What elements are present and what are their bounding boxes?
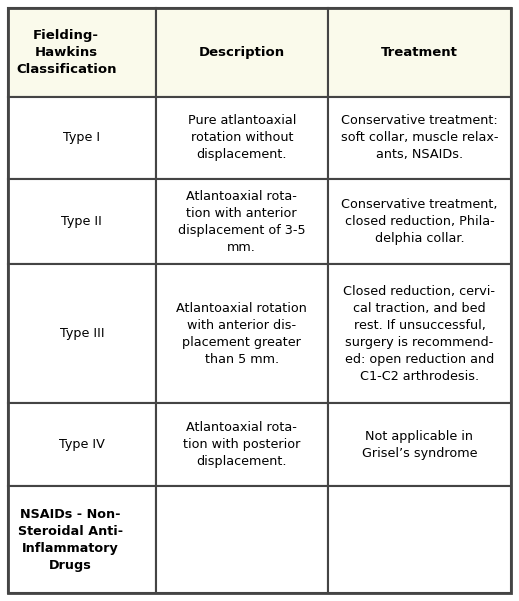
Text: NSAIDs - Non-
Steroidal Anti-
Inflammatory
Drugs: NSAIDs - Non- Steroidal Anti- Inflammato…	[18, 508, 123, 572]
Text: Atlantoaxial rota-
tion with anterior
displacement of 3-5
mm.: Atlantoaxial rota- tion with anterior di…	[178, 189, 306, 254]
Bar	[8, 178, 156, 264]
Text: Type IV: Type IV	[59, 438, 105, 451]
Text: Pure atlantoaxial
rotation without
displacement.: Pure atlantoaxial rotation without displ…	[187, 114, 296, 161]
Text: Type I: Type I	[63, 131, 100, 144]
Text: Fielding-
Hawkins
Classification: Fielding- Hawkins Classification	[16, 29, 116, 76]
Bar	[156, 178, 328, 264]
Bar	[328, 8, 511, 97]
Bar	[328, 178, 511, 264]
Bar	[156, 8, 328, 97]
Text: Atlantoaxial rota-
tion with posterior
displacement.: Atlantoaxial rota- tion with posterior d…	[183, 421, 301, 468]
Text: Not applicable in
Grisel’s syndrome: Not applicable in Grisel’s syndrome	[362, 430, 477, 460]
Text: Treatment: Treatment	[381, 46, 458, 59]
Text: Closed reduction, cervi-
cal traction, and bed
rest. If unsuccessful,
surgery is: Closed reduction, cervi- cal traction, a…	[344, 284, 496, 383]
Bar	[156, 97, 328, 178]
Text: Conservative treatment,
closed reduction, Phila-
delphia collar.: Conservative treatment, closed reduction…	[341, 198, 498, 245]
Bar	[8, 403, 156, 486]
Text: Type III: Type III	[60, 327, 104, 340]
Bar	[8, 97, 156, 178]
Text: Description: Description	[199, 46, 285, 59]
Text: Type II: Type II	[61, 215, 102, 228]
Bar	[328, 403, 511, 486]
Bar	[328, 97, 511, 178]
Bar	[328, 486, 511, 593]
Bar	[8, 264, 156, 403]
Bar	[8, 486, 156, 593]
Bar	[156, 403, 328, 486]
Text: Atlantoaxial rotation
with anterior dis-
placement greater
than 5 mm.: Atlantoaxial rotation with anterior dis-…	[176, 302, 307, 365]
Text: Conservative treatment:
soft collar, muscle relax-
ants, NSAIDs.: Conservative treatment: soft collar, mus…	[340, 114, 498, 161]
Bar	[156, 486, 328, 593]
Bar	[156, 264, 328, 403]
Bar	[8, 8, 156, 97]
Bar	[328, 264, 511, 403]
